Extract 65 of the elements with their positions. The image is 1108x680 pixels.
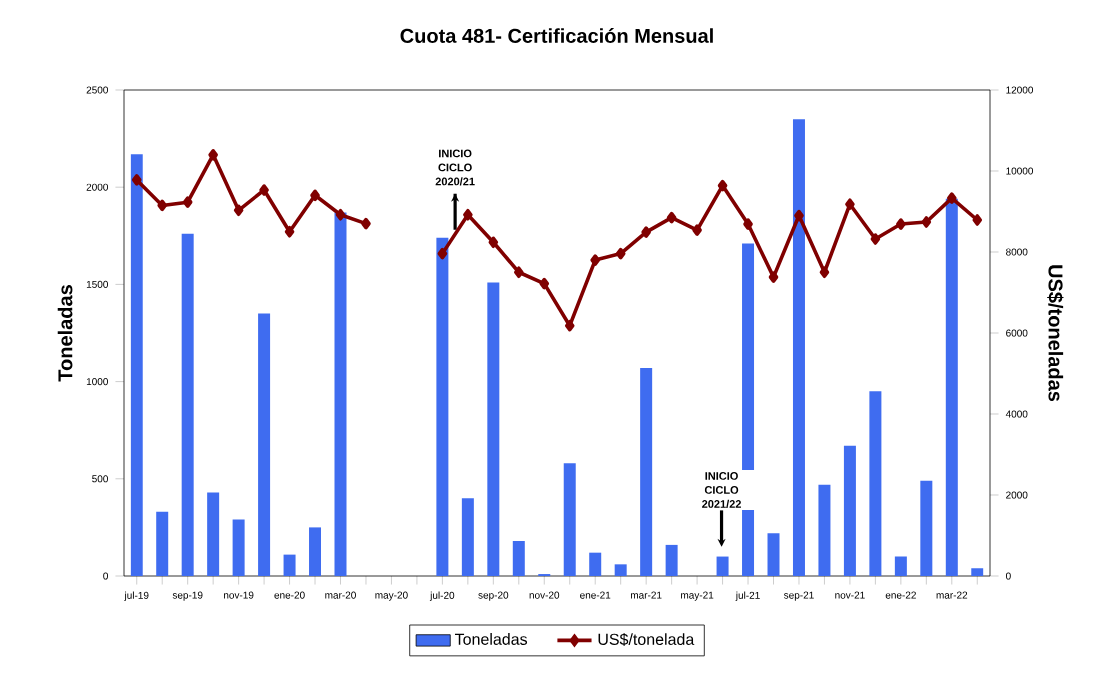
- point: [514, 266, 524, 279]
- bar: [614, 564, 627, 576]
- point: [947, 192, 957, 204]
- point: [182, 196, 193, 208]
- point: [564, 319, 575, 332]
- bar: [436, 237, 449, 576]
- legend-label: US$/tonelada: [598, 632, 695, 646]
- bar: [563, 463, 576, 576]
- bar: [283, 554, 296, 576]
- point: [743, 218, 753, 230]
- bar: [843, 445, 856, 576]
- chart-title: Cuota 481- Certificación Mensual: [400, 28, 713, 43]
- bar: [130, 154, 143, 576]
- bar: [181, 233, 194, 576]
- bar: [767, 533, 780, 576]
- point: [768, 271, 779, 283]
- point: [437, 247, 448, 260]
- bar: [156, 511, 169, 576]
- bar: [945, 198, 958, 576]
- bar: [334, 212, 347, 576]
- point: [259, 184, 269, 196]
- bar: [971, 568, 984, 576]
- y2-axis-title: US$/toneladas: [1047, 265, 1064, 402]
- legend-label: Toneladas: [455, 633, 528, 645]
- point: [896, 218, 906, 230]
- point: [335, 208, 346, 221]
- bar: [640, 367, 653, 576]
- point: [794, 209, 804, 222]
- bar: [894, 556, 907, 576]
- point: [921, 216, 932, 228]
- point: [488, 236, 499, 249]
- bar: [665, 544, 678, 576]
- point: [310, 189, 320, 202]
- point: [157, 199, 168, 212]
- point: [208, 149, 218, 161]
- bar: [258, 313, 271, 576]
- point: [590, 254, 601, 266]
- point: [233, 204, 244, 217]
- bar: [487, 282, 500, 576]
- point: [870, 233, 881, 245]
- bar: [589, 552, 602, 576]
- point: [972, 214, 983, 226]
- bar: [792, 119, 805, 576]
- bar: [716, 556, 729, 576]
- bar: [818, 484, 831, 576]
- point: [692, 224, 702, 236]
- bar: [920, 480, 933, 576]
- point: [845, 198, 855, 211]
- point: [361, 217, 371, 230]
- point: [717, 179, 728, 192]
- point: [539, 277, 550, 290]
- bar: [309, 527, 322, 576]
- bar: [207, 492, 220, 576]
- point: [463, 208, 473, 221]
- point: [641, 226, 651, 238]
- point: [615, 247, 626, 260]
- bar: [232, 519, 245, 576]
- point: [819, 266, 830, 279]
- point: [131, 174, 142, 186]
- point: [666, 211, 677, 224]
- bar: [869, 391, 882, 576]
- bar: [461, 498, 474, 576]
- y-axis-title: Toneladas: [57, 285, 73, 382]
- point: [284, 225, 295, 238]
- bar: [512, 541, 525, 576]
